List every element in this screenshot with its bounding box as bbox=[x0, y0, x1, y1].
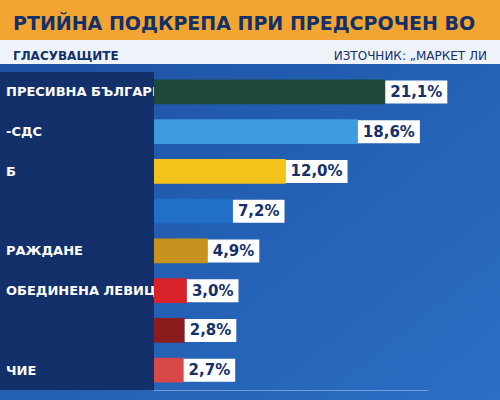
svg-text:ПРЕСИВНА БЪЛГАРИЯ: ПРЕСИВНА БЪЛГАРИЯ bbox=[6, 84, 173, 99]
svg-text:7,2%: 7,2% bbox=[238, 202, 280, 220]
svg-text:3,0%: 3,0% bbox=[192, 282, 234, 300]
svg-text:2,7%: 2,7% bbox=[189, 361, 231, 379]
svg-text:ЧИЕ: ЧИЕ bbox=[6, 363, 36, 378]
svg-text:2,8%: 2,8% bbox=[190, 321, 232, 339]
svg-text:-СДС: -СДС bbox=[6, 124, 42, 139]
svg-text:Б: Б bbox=[6, 164, 16, 179]
svg-text:РТИЙНА ПОДКРЕПА ПРИ ПРЕДСРОЧЕН: РТИЙНА ПОДКРЕПА ПРИ ПРЕДСРОЧЕН ВО bbox=[13, 12, 475, 34]
svg-text:4,9%: 4,9% bbox=[213, 242, 255, 260]
svg-text:18,6%: 18,6% bbox=[363, 123, 415, 141]
svg-text:ОБЕДИНЕНА ЛЕВИЦА: ОБЕДИНЕНА ЛЕВИЦА bbox=[6, 283, 166, 298]
svg-text:РАЖДАНЕ: РАЖДАНЕ bbox=[6, 243, 83, 258]
svg-text:21,1%: 21,1% bbox=[390, 83, 442, 101]
svg-text:ГЛАСУВАЩИТЕ: ГЛАСУВАЩИТЕ bbox=[13, 49, 119, 63]
svg-text:12,0%: 12,0% bbox=[291, 162, 343, 180]
svg-text:ИЗТОЧНИК: „МАРКЕТ ЛИ: ИЗТОЧНИК: „МАРКЕТ ЛИ bbox=[334, 49, 487, 63]
